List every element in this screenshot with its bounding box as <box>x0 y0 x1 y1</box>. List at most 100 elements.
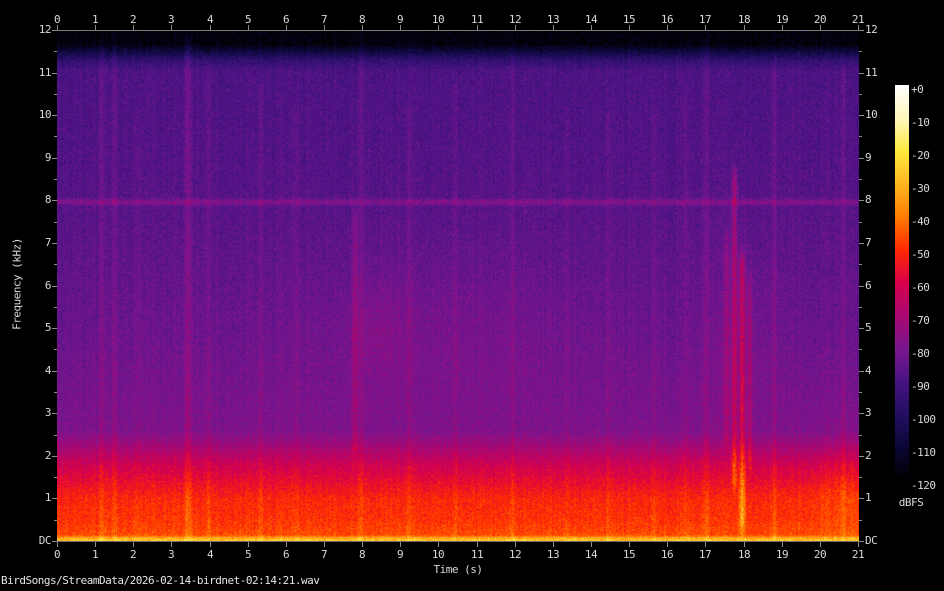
x-tick-label: 14 <box>584 13 598 26</box>
x-tick <box>171 542 172 547</box>
x-tick-label: 5 <box>244 548 252 561</box>
x-tick <box>400 25 401 30</box>
x-tick <box>705 25 706 30</box>
y-minor-tick <box>54 222 57 223</box>
y-minor-tick <box>859 264 862 265</box>
x-tick-label: 17 <box>698 13 712 26</box>
x-tick <box>629 542 630 547</box>
x-tick-label: 18 <box>737 548 751 561</box>
y-tick <box>859 30 864 31</box>
x-tick <box>248 542 249 547</box>
x-tick <box>362 25 363 30</box>
y-minor-tick <box>54 307 57 308</box>
x-tick <box>705 542 706 547</box>
y-tick <box>52 371 57 372</box>
y-tick-label: 12 <box>38 23 52 36</box>
y-tick <box>859 498 864 499</box>
x-tick-label: 19 <box>775 548 789 561</box>
y-minor-tick <box>54 136 57 137</box>
x-tick <box>95 25 96 30</box>
x-tick <box>782 25 783 30</box>
y-tick-label: 11 <box>865 66 878 79</box>
x-tick <box>515 542 516 547</box>
y-tick <box>52 243 57 244</box>
y-minor-tick <box>54 94 57 95</box>
x-tick-label: 2 <box>129 548 137 561</box>
y-tick-label: 8 <box>865 193 872 206</box>
y-minor-tick <box>54 264 57 265</box>
y-tick-label: 10 <box>38 108 52 121</box>
y-tick <box>859 73 864 74</box>
x-tick <box>553 25 554 30</box>
x-tick-label: 9 <box>396 548 404 561</box>
y-tick-label: DC <box>865 534 878 547</box>
y-minor-tick <box>54 349 57 350</box>
y-tick-label: 6 <box>865 279 872 292</box>
colorbar-tick-label: -20 <box>911 149 930 162</box>
y-minor-tick <box>54 179 57 180</box>
x-tick <box>782 542 783 547</box>
x-tick-label: 15 <box>622 13 636 26</box>
x-tick <box>95 542 96 547</box>
y-minor-tick <box>859 349 862 350</box>
y-tick-label: 1 <box>865 491 872 504</box>
y-minor-tick <box>859 222 862 223</box>
y-tick-label: 5 <box>44 321 52 334</box>
x-tick <box>667 542 668 547</box>
x-tick <box>324 25 325 30</box>
x-tick <box>286 542 287 547</box>
x-tick-label: 12 <box>508 548 522 561</box>
x-tick <box>133 25 134 30</box>
y-tick <box>859 200 864 201</box>
y-tick <box>52 200 57 201</box>
y-tick-label: 2 <box>865 449 872 462</box>
x-tick <box>667 25 668 30</box>
x-tick-label: 14 <box>584 548 598 561</box>
x-tick <box>477 25 478 30</box>
x-tick <box>515 25 516 30</box>
x-tick-label: 10 <box>431 13 445 26</box>
x-tick <box>210 542 211 547</box>
y-tick <box>859 456 864 457</box>
colorbar-tick-label: -110 <box>911 446 936 459</box>
colorbar-tick-label: -120 <box>911 479 936 492</box>
x-tick-label: 21 <box>851 548 865 561</box>
y-tick <box>859 115 864 116</box>
y-tick <box>52 73 57 74</box>
y-tick <box>52 541 57 542</box>
y-minor-tick <box>859 477 862 478</box>
x-tick <box>438 542 439 547</box>
x-axis-title: Time (s) <box>433 563 483 576</box>
y-minor-tick <box>54 520 57 521</box>
x-tick <box>591 25 592 30</box>
y-tick-label: 9 <box>865 151 872 164</box>
x-tick <box>324 542 325 547</box>
x-tick-label: 3 <box>167 548 175 561</box>
x-tick <box>820 542 821 547</box>
x-tick-label: 6 <box>282 13 290 26</box>
x-tick <box>57 542 58 547</box>
x-tick-label: 0 <box>53 13 61 26</box>
y-tick-label: 7 <box>865 236 872 249</box>
y-tick <box>52 498 57 499</box>
x-tick <box>553 542 554 547</box>
y-tick-label: 7 <box>44 236 52 249</box>
spectrogram-canvas <box>57 30 859 542</box>
x-tick-label: 12 <box>508 13 522 26</box>
x-tick <box>133 542 134 547</box>
y-minor-tick <box>54 477 57 478</box>
x-tick-label: 20 <box>813 548 827 561</box>
y-minor-tick <box>859 307 862 308</box>
y-minor-tick <box>859 136 862 137</box>
y-tick <box>859 371 864 372</box>
x-tick-label: 17 <box>698 548 712 561</box>
x-tick-label: 1 <box>91 548 99 561</box>
colorbar-tick-label: -80 <box>911 347 930 360</box>
y-tick-label: 1 <box>44 491 52 504</box>
colorbar-tick-label: -50 <box>911 248 930 261</box>
x-tick-label: 3 <box>167 13 175 26</box>
x-tick <box>744 542 745 547</box>
y-tick-label: 2 <box>44 449 52 462</box>
y-tick-label: 10 <box>865 108 878 121</box>
x-tick-label: 10 <box>431 548 445 561</box>
